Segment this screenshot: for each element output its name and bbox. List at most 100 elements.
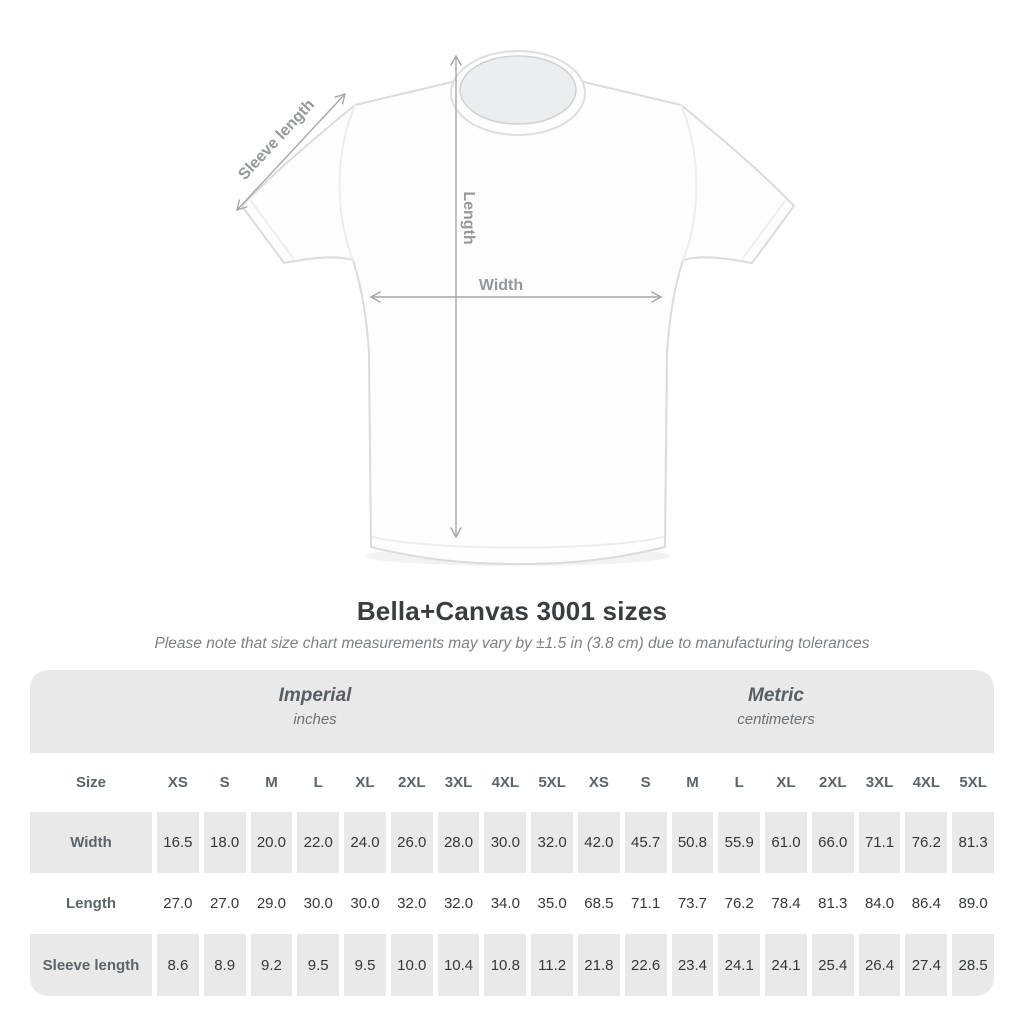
value-cell: 18.0 [203,812,246,873]
value-cell: 9.2 [250,934,293,996]
tolerance-note: Please note that size chart measurements… [154,635,870,652]
value-cell: 29.0 [256,895,287,912]
value-cell: 9.5 [297,934,340,996]
value-cell: 42.0 [578,812,620,873]
value-cell: 20.0 [250,812,293,873]
value-cell: 16.5 [157,812,199,873]
value-cell: 22.6 [624,934,667,996]
value-cell: 8.6 [157,934,199,996]
metric-unit-label: centimeters [737,711,815,728]
arrow-head-icon [651,291,663,303]
width-label: Width [479,277,523,294]
sleeve-length-arrow [236,92,346,212]
value-cell: 71.1 [631,895,661,912]
value-cell: 34.0 [490,895,520,912]
value-cell: 26.0 [390,812,433,873]
size-header-cell: 4XL [912,774,941,791]
value-cell: 71.1 [858,812,901,873]
value-cell: 78.4 [771,895,801,912]
arrow-head-icon [334,92,346,105]
value-cell: 10.8 [484,934,527,996]
value-cell: 27.4 [905,934,948,996]
length-label: Length [460,191,477,244]
value-cell: 32.0 [397,895,427,912]
left-armhole-seam [338,104,356,261]
value-cell: 73.7 [677,895,708,912]
size-header-cell: 3XL [444,774,473,791]
row-label: Length [66,895,116,912]
value-cell: 30.0 [303,895,333,912]
size-header-cell: 5XL [538,774,566,791]
value-cell: 27.0 [210,895,240,912]
value-cell: 24.1 [765,934,807,996]
value-cell: 30.0 [484,812,527,873]
left-cuff-fold [250,200,294,259]
arrow-head-icon [450,527,462,539]
shirt-body [241,81,795,565]
size-header-cell: 2XL [398,774,426,791]
value-cell: 27.0 [163,895,193,912]
value-cell: 28.0 [437,812,480,873]
tshirt-graphic [241,50,795,566]
size-header-cell: 2XL [819,774,847,791]
size-header-cell: 3XL [865,774,894,791]
row-label: Width [30,812,152,873]
value-cell: 81.3 [952,812,994,873]
value-cell: 76.2 [905,812,948,873]
imperial-unit-label: inches [293,711,337,728]
arrow-head-icon [236,199,248,212]
collar-neck-hole [459,55,577,125]
value-cell: 26.4 [858,934,901,996]
value-cell: 45.7 [624,812,667,873]
value-cell: 28.5 [952,934,994,996]
value-cell: 61.0 [765,812,807,873]
imperial-label: Imperial [278,685,352,706]
value-cell: 9.5 [344,934,386,996]
metric-group-header: Metric centimeters [737,685,815,728]
value-cell: 11.2 [531,934,573,996]
right-armhole-seam [680,104,698,261]
size-header-cell: XL [776,774,796,791]
page-title: Bella+Canvas 3001 sizes [356,596,668,626]
value-cell: 23.4 [671,934,714,996]
width-arrow [369,291,663,303]
value-cell: 30.0 [350,895,380,912]
size-header-cell: XL [355,774,375,791]
value-cell: 86.4 [911,895,941,912]
value-cell: 76.2 [724,895,754,912]
value-cell: 35.0 [537,895,567,912]
value-cell: 68.5 [584,895,614,912]
size-grid: Size XS S M L XL 2XL 3XL 4XL 5XL XS S M L XL 2XL 3XL 4XL 5… [30,753,994,996]
value-cell: 22.0 [297,812,340,873]
size-table: Imperial inches Metric centimeters Size X… [30,670,994,996]
size-column-header: Size [75,774,106,791]
right-cuff-fold [742,200,786,259]
size-header-cell: L [313,774,323,791]
size-header-cell: XS [167,774,188,791]
value-cell: 8.9 [203,934,246,996]
value-cell: 81.3 [818,895,848,912]
size-header-cell: 4XL [491,774,520,791]
size-header-cell: S [219,774,230,791]
value-cell: 25.4 [811,934,854,996]
value-cell: 10.0 [390,934,433,996]
row-label: Sleeve length [30,934,152,996]
size-header-cell: M [686,774,699,791]
size-header-cell: S [640,774,651,791]
value-cell: 24.1 [718,934,761,996]
arrow-head-icon [450,54,462,66]
metric-label: Metric [748,685,804,706]
value-cell: 66.0 [811,812,854,873]
value-cell: 32.0 [531,812,573,873]
value-cell: 89.0 [958,895,988,912]
value-cell: 84.0 [864,895,895,912]
hem-fold [372,536,664,549]
value-cell: 50.8 [671,812,714,873]
value-cell: 55.9 [718,812,761,873]
unit-group-header: Imperial inches Metric centimeters [30,670,994,753]
size-header-cell: XS [588,774,609,791]
size-header-cell: M [265,774,278,791]
size-header-cell: 5XL [959,774,987,791]
tshirt-measurement-diagram: Sleeve length Length Width [235,50,795,566]
arrow-head-icon [369,291,381,303]
